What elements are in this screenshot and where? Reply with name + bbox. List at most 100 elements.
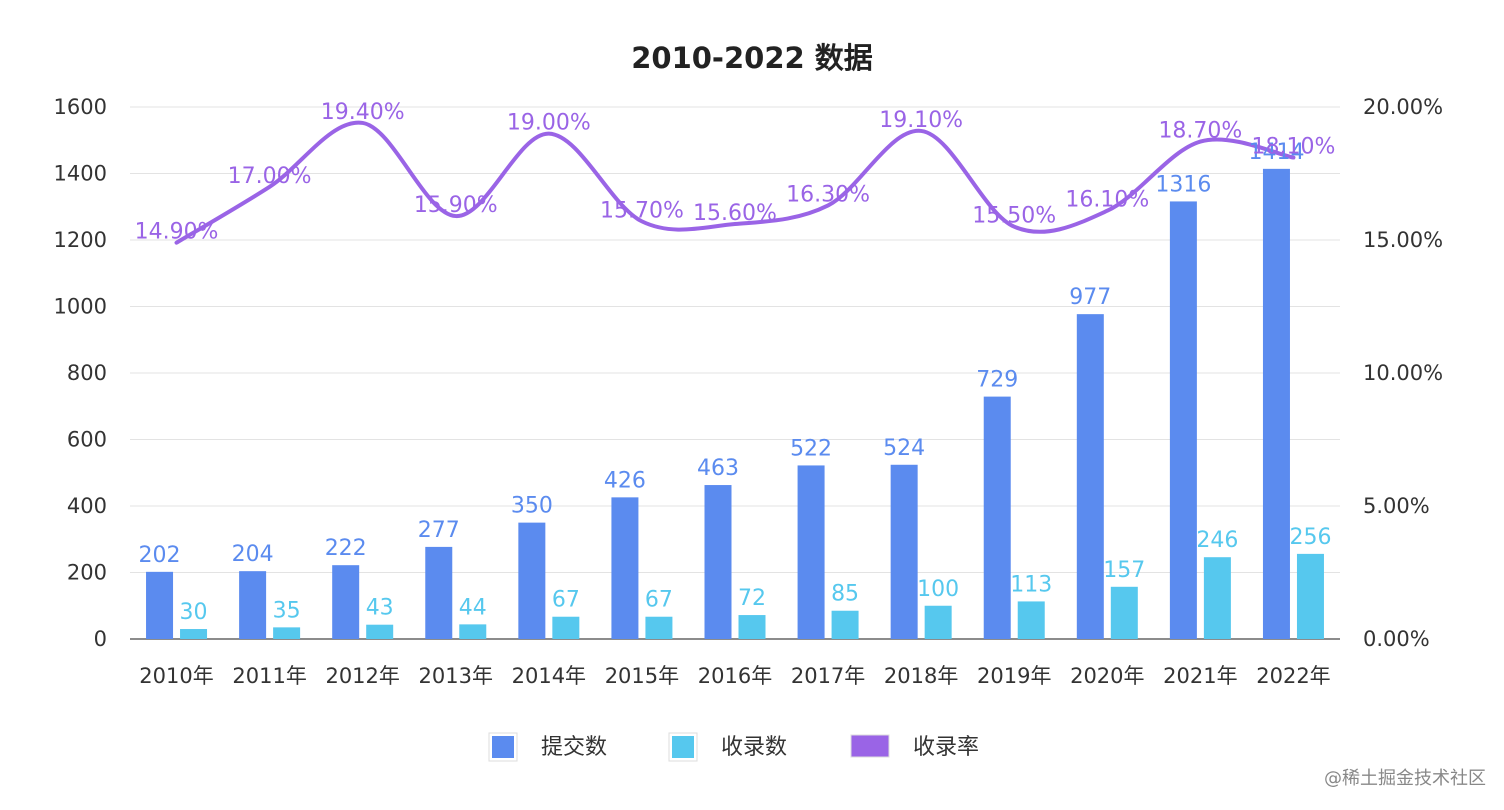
bar-submitted-label: 426 bbox=[604, 468, 646, 493]
legend-label: 收录率 bbox=[913, 735, 979, 760]
bar-submitted-label: 1414 bbox=[1248, 140, 1304, 165]
chart-title: 2010-2022 数据 bbox=[631, 41, 873, 75]
y-left-tick-label: 800 bbox=[67, 361, 107, 385]
bar-series bbox=[146, 168, 1324, 639]
bar-accepted-label: 157 bbox=[1103, 558, 1145, 583]
bar-accepted bbox=[180, 629, 208, 639]
line-point-label: 19.40% bbox=[321, 100, 405, 125]
bar-submitted-label: 729 bbox=[976, 368, 1018, 393]
legend: 提交数 收录数 收录率 bbox=[488, 732, 979, 762]
bar-accepted bbox=[831, 610, 859, 639]
bar-submitted bbox=[611, 497, 639, 639]
line-point-label: 16.30% bbox=[786, 182, 870, 207]
line-point-label: 14.90% bbox=[135, 220, 219, 245]
y-right-tick-label: 10.00% bbox=[1363, 361, 1443, 385]
bar-submitted bbox=[1076, 314, 1104, 639]
bar-submitted-label: 350 bbox=[511, 494, 553, 519]
bar-submitted bbox=[797, 465, 825, 639]
line-point-label: 15.70% bbox=[600, 198, 684, 223]
x-axis: 2010年 2011年 2012年 2013年 2014年 2015年 2016年 2017年… bbox=[139, 664, 1330, 688]
bar-accepted bbox=[738, 615, 766, 639]
bar-submitted bbox=[518, 522, 546, 639]
x-tick-label: 2021年 bbox=[1163, 664, 1237, 688]
legend-swatch bbox=[672, 736, 694, 758]
bar-accepted bbox=[1203, 557, 1231, 639]
bar-submitted-label: 522 bbox=[790, 436, 832, 461]
legend-label: 收录数 bbox=[721, 735, 787, 760]
x-tick-label: 2019年 bbox=[977, 664, 1051, 688]
x-tick-label: 2010年 bbox=[139, 664, 213, 688]
line-point-label: 15.50% bbox=[972, 204, 1056, 229]
bar-submitted-label: 222 bbox=[325, 536, 367, 561]
y-left-tick-label: 1000 bbox=[54, 295, 107, 319]
y-left-tick-label: 1600 bbox=[54, 95, 107, 119]
x-tick-label: 2013年 bbox=[419, 664, 493, 688]
y-right-tick-label: 15.00% bbox=[1363, 228, 1443, 252]
bar-accepted-label: 67 bbox=[552, 588, 580, 613]
line-point-label: 15.60% bbox=[693, 201, 777, 226]
bar-accepted-label: 246 bbox=[1196, 528, 1238, 553]
bar-submitted-label: 524 bbox=[883, 436, 925, 461]
bar-submitted-label: 977 bbox=[1069, 285, 1111, 310]
bar-accepted-label: 35 bbox=[273, 598, 301, 623]
bar-accepted bbox=[273, 627, 301, 639]
bar-accepted-label: 30 bbox=[180, 600, 208, 625]
bar-accepted-label: 85 bbox=[831, 582, 859, 607]
bar-submitted-label: 277 bbox=[418, 518, 460, 543]
bar-submitted bbox=[332, 565, 360, 639]
y-right-tick-label: 0.00% bbox=[1363, 627, 1430, 651]
line-series bbox=[174, 120, 1296, 245]
bar-accepted bbox=[459, 624, 487, 639]
line-point-label: 18.70% bbox=[1158, 119, 1242, 144]
bar-accepted bbox=[366, 624, 394, 639]
y-left-tick-label: 1400 bbox=[54, 162, 107, 186]
y-left-tick-label: 200 bbox=[67, 561, 107, 585]
y-left-tick-label: 0 bbox=[94, 627, 107, 651]
x-tick-label: 2018年 bbox=[884, 664, 958, 688]
bar-accepted bbox=[1296, 553, 1324, 639]
bar-accepted-label: 256 bbox=[1289, 525, 1331, 550]
legend-label: 提交数 bbox=[541, 735, 607, 760]
line-acceptance-rate bbox=[174, 120, 1296, 245]
legend-swatch bbox=[492, 736, 514, 758]
bar-accepted bbox=[1110, 586, 1138, 639]
x-tick-label: 2017年 bbox=[791, 664, 865, 688]
y-axis-left: 0 200 400 600 800 1000 1200 1400 1600 bbox=[54, 95, 107, 651]
bar-data-labels: 202 30 204 35 222 43 277 44 350 67 426 67 463 72 522 85… bbox=[139, 140, 1332, 625]
bar-accepted bbox=[552, 616, 580, 639]
bar-submitted-label: 202 bbox=[139, 543, 181, 568]
y-left-tick-label: 400 bbox=[67, 494, 107, 518]
bar-accepted-label: 113 bbox=[1010, 572, 1052, 597]
line-point-label: 15.90% bbox=[414, 193, 498, 218]
bar-submitted bbox=[704, 485, 732, 639]
watermark: @稀土掘金技术社区 bbox=[1324, 768, 1486, 789]
bar-submitted bbox=[425, 546, 453, 639]
y-axis-right: 0.00% 5.00% 10.00% 15.00% 20.00% bbox=[1363, 95, 1443, 651]
x-tick-label: 2012年 bbox=[325, 664, 399, 688]
bar-submitted bbox=[1262, 168, 1290, 639]
bar-submitted-label: 1316 bbox=[1155, 172, 1211, 197]
y-right-tick-label: 5.00% bbox=[1363, 494, 1430, 518]
x-tick-label: 2016年 bbox=[698, 664, 772, 688]
x-tick-label: 2022年 bbox=[1256, 664, 1330, 688]
bar-accepted bbox=[645, 616, 673, 639]
line-point-label: 17.00% bbox=[228, 164, 312, 189]
y-left-tick-label: 1200 bbox=[54, 228, 107, 252]
bar-submitted bbox=[146, 571, 174, 639]
y-left-tick-label: 600 bbox=[67, 428, 107, 452]
bar-submitted-label: 463 bbox=[697, 456, 739, 481]
x-tick-label: 2020年 bbox=[1070, 664, 1144, 688]
line-point-label: 19.10% bbox=[879, 108, 963, 133]
bar-accepted-label: 44 bbox=[459, 595, 487, 620]
bar-submitted bbox=[983, 396, 1011, 639]
bar-submitted-label: 204 bbox=[232, 542, 274, 567]
bar-accepted-label: 67 bbox=[645, 588, 673, 613]
line-point-label: 18.10% bbox=[1252, 135, 1336, 160]
x-tick-label: 2015年 bbox=[605, 664, 679, 688]
y-right-tick-label: 20.00% bbox=[1363, 95, 1443, 119]
grid-lines bbox=[130, 106, 1340, 640]
line-point-label: 19.00% bbox=[507, 111, 591, 136]
bar-accepted bbox=[924, 605, 952, 639]
